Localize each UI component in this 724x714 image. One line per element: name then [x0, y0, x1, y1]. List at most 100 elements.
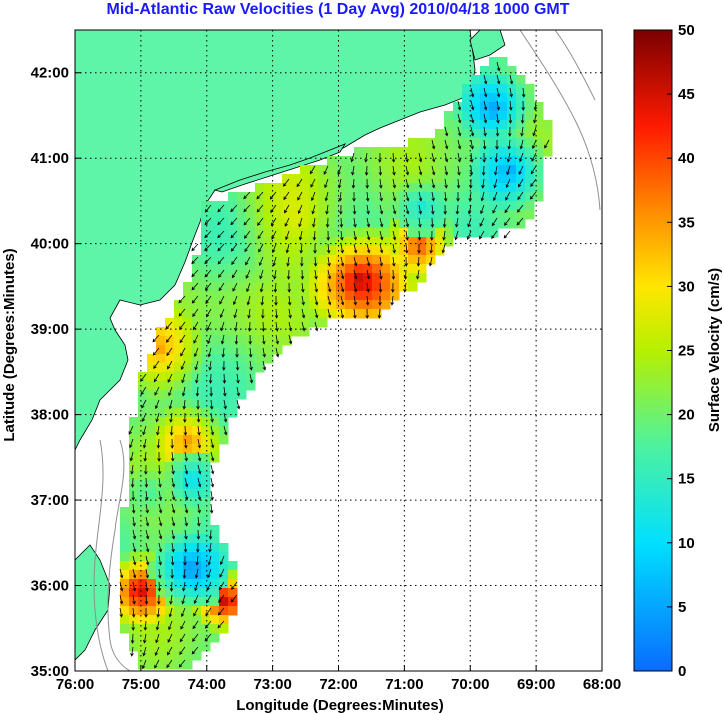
x-tick-label: 75:00 — [122, 676, 160, 693]
colorbar-tick-label: 50 — [678, 22, 695, 39]
velocity-cell — [489, 147, 499, 157]
velocity-cell — [453, 156, 463, 166]
velocity-arrow — [379, 256, 384, 267]
velocity-cell — [471, 219, 481, 229]
velocity-cell — [192, 381, 202, 391]
velocity-cell — [462, 120, 472, 130]
velocity-cell — [228, 408, 238, 418]
velocity-cell — [264, 318, 274, 328]
velocity-cell — [165, 399, 175, 409]
velocity-cell — [372, 246, 382, 256]
velocity-arrow — [171, 464, 175, 475]
velocity-arrow — [158, 529, 163, 540]
velocity-cell — [192, 273, 202, 283]
velocity-cell — [489, 129, 499, 139]
velocity-cell — [201, 345, 211, 355]
velocity-cell — [201, 471, 211, 481]
velocity-arrow — [220, 334, 225, 345]
velocity-cell — [282, 309, 292, 319]
velocity-arrow — [119, 607, 123, 618]
velocity-cell — [237, 318, 247, 328]
velocity-cell — [156, 372, 166, 382]
velocity-cell — [300, 183, 310, 193]
velocity-cell — [201, 309, 211, 319]
velocity-cell — [516, 102, 526, 112]
velocity-cell — [390, 255, 400, 265]
velocity-cell — [417, 156, 427, 166]
velocity-arrow — [155, 620, 160, 631]
velocity-arrow — [170, 555, 175, 566]
velocity-arrow — [197, 516, 201, 527]
velocity-cell — [462, 174, 472, 184]
velocity-cell — [462, 156, 472, 166]
velocity-arrow — [171, 490, 176, 501]
velocity-arrow — [169, 581, 174, 592]
velocity-arrow — [220, 321, 225, 332]
velocity-arrow — [288, 308, 292, 319]
velocity-arrow — [365, 295, 370, 306]
velocity-arrow — [219, 295, 225, 305]
velocity-cell — [129, 489, 139, 499]
velocity-cell — [264, 273, 274, 283]
velocity-cell — [516, 201, 526, 211]
velocity-cell — [138, 624, 148, 634]
velocity-arrow — [194, 581, 199, 592]
velocity-arrow — [156, 438, 161, 449]
velocity-arrow — [456, 191, 460, 202]
velocity-cell — [147, 579, 157, 589]
velocity-cell — [219, 615, 229, 625]
velocity-arrow — [184, 477, 189, 488]
velocity-cell — [138, 606, 148, 616]
velocity-cell — [138, 471, 148, 481]
velocity-arrow — [391, 282, 395, 293]
velocity-cell — [228, 291, 238, 301]
velocity-arrow — [275, 347, 280, 358]
velocity-cell — [183, 336, 193, 346]
velocity-cell — [300, 264, 310, 274]
velocity-cell — [138, 561, 148, 571]
velocity-cell — [192, 579, 202, 589]
velocity-arrow — [217, 230, 225, 239]
velocity-cell — [444, 138, 454, 148]
velocity-arrow — [508, 113, 513, 124]
velocity-cell — [381, 246, 391, 256]
velocity-cell — [507, 192, 517, 202]
velocity-cell — [327, 219, 337, 229]
velocity-arrow — [236, 373, 240, 384]
velocity-cell — [138, 660, 148, 670]
velocity-cell — [264, 336, 274, 346]
velocity-cell — [525, 129, 535, 139]
velocity-cell — [264, 300, 274, 310]
velocity-cell — [201, 399, 211, 409]
velocity-cell — [192, 282, 202, 292]
velocity-cell — [219, 354, 229, 364]
velocity-arrow — [231, 269, 238, 279]
velocity-cell — [174, 327, 184, 337]
velocity-cell — [381, 228, 391, 238]
velocity-cell — [354, 309, 364, 319]
velocity-cell — [237, 372, 247, 382]
velocity-cell — [327, 255, 337, 265]
velocity-cell — [291, 309, 301, 319]
velocity-cell — [156, 489, 166, 499]
velocity-arrow — [519, 152, 524, 163]
velocity-cell — [165, 507, 175, 517]
velocity-cell — [417, 237, 427, 247]
velocity-cell — [183, 633, 193, 643]
velocity-cell — [489, 192, 499, 202]
velocity-arrow — [145, 516, 150, 527]
velocity-cell — [255, 228, 265, 238]
velocity-cell — [300, 228, 310, 238]
velocity-arrow — [262, 360, 267, 371]
velocity-cell — [201, 588, 211, 598]
velocity-cell — [246, 219, 256, 229]
velocity-cell — [228, 606, 238, 616]
velocity-arrow — [285, 243, 290, 254]
velocity-cell — [525, 147, 535, 157]
velocity-cell — [219, 588, 229, 598]
velocity-arrow — [479, 217, 485, 227]
velocity-arrow — [217, 620, 225, 629]
velocity-cell — [228, 192, 238, 202]
velocity-cell — [147, 363, 157, 373]
velocity-cell — [201, 228, 211, 238]
